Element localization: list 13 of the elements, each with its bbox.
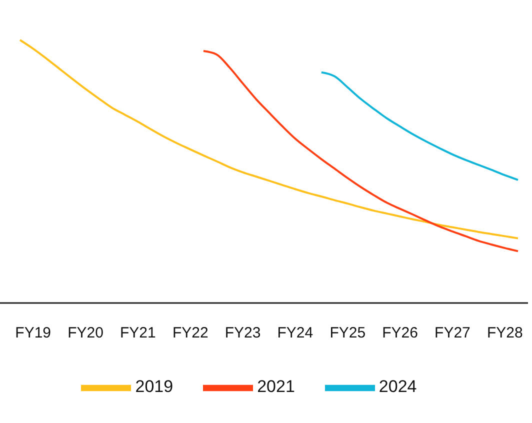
legend-label: 2019 xyxy=(135,377,174,396)
x-tick-label: FY19 xyxy=(15,324,52,342)
x-tick-label: FY21 xyxy=(120,324,156,342)
x-tick-label: FY20 xyxy=(68,324,104,342)
x-tick-label: FY25 xyxy=(330,324,366,342)
legend-label: 2021 xyxy=(257,377,295,396)
x-tick-label: FY27 xyxy=(434,324,470,342)
legend-label: 2024 xyxy=(378,377,417,396)
x-tick-label: FY24 xyxy=(277,324,314,342)
x-tick-label: FY28 xyxy=(486,324,523,342)
x-tick-label: FY26 xyxy=(382,324,418,342)
x-tick-label: FY23 xyxy=(224,324,261,342)
x-tick-label: FY22 xyxy=(172,324,208,342)
